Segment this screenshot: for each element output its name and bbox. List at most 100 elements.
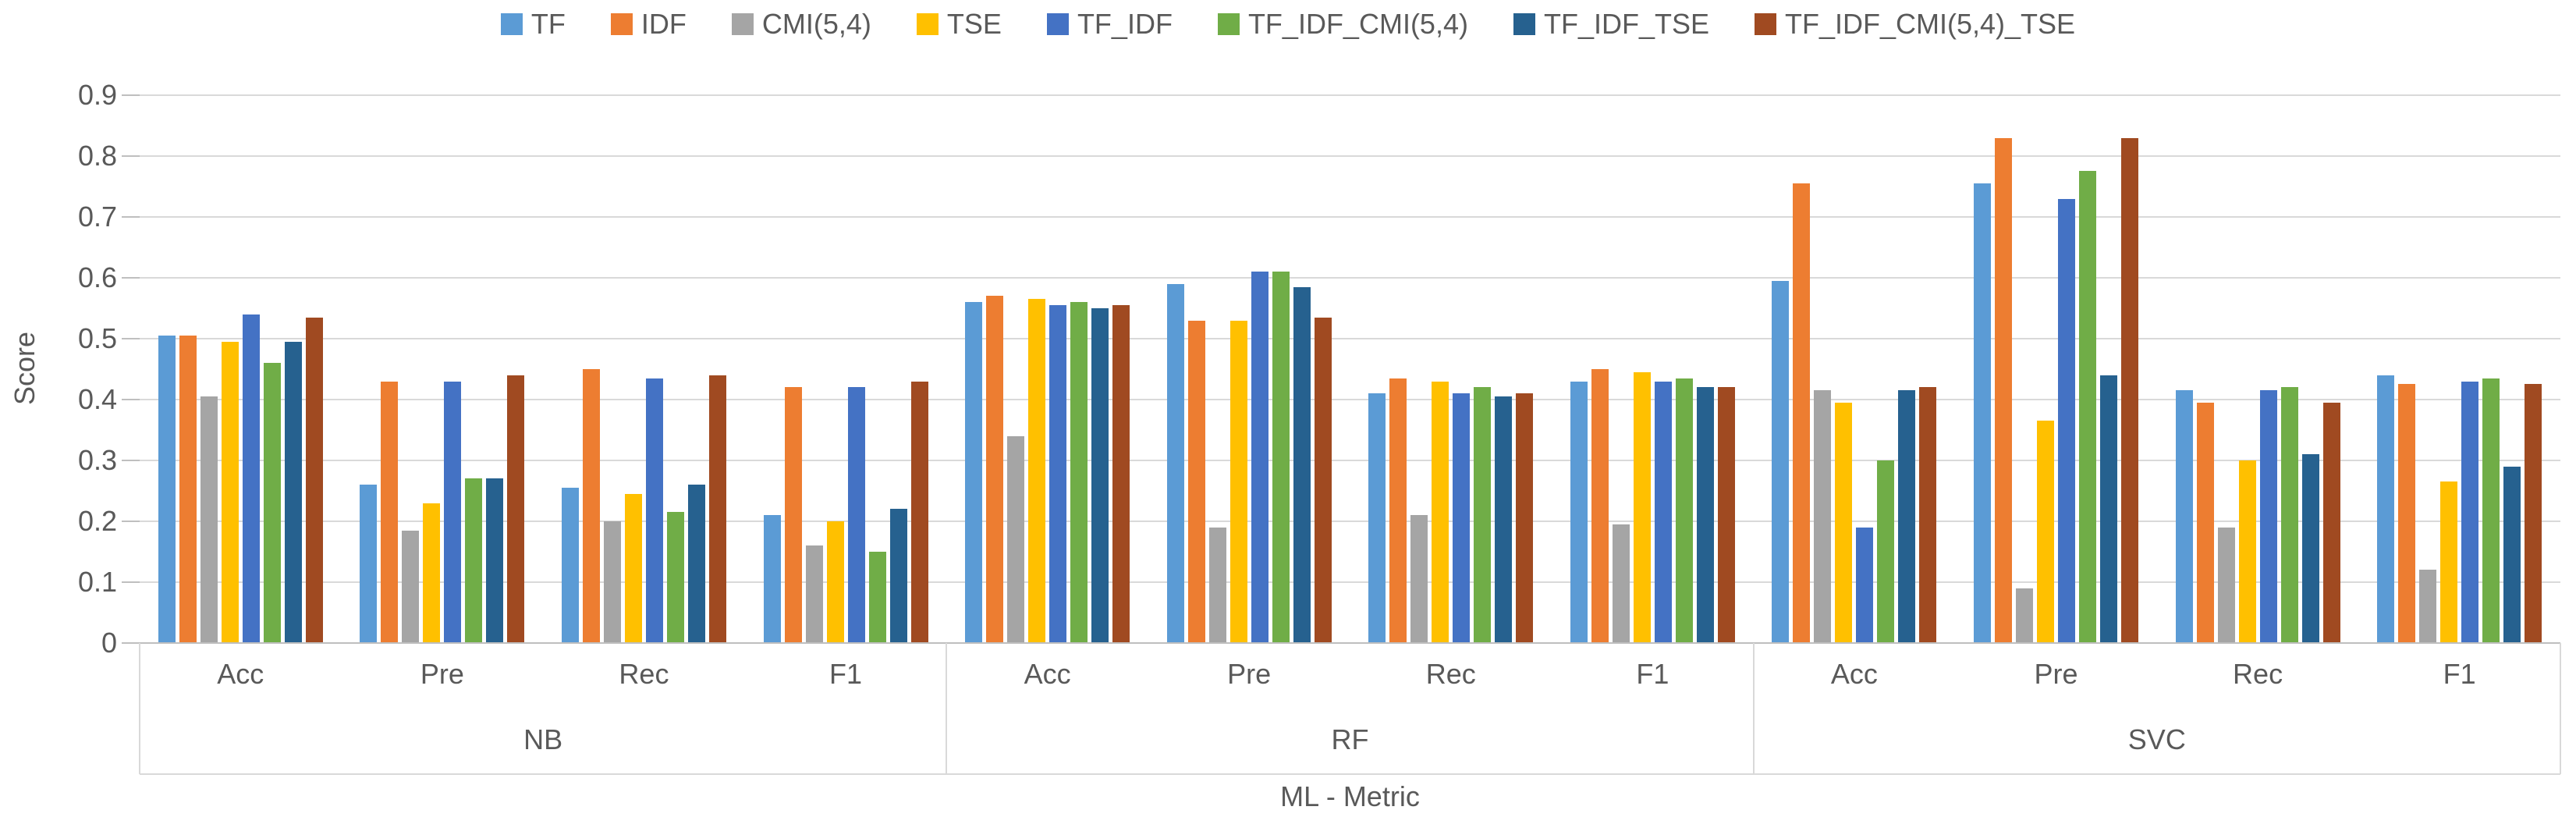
metric-label-RF-Rec: Rec — [1425, 658, 1476, 690]
bar-TF_IDF_CMI(5,4)_TSE-NB-F1 — [910, 382, 928, 643]
bar-group-RF-Acc — [946, 0, 1148, 643]
y-tick-label: 0.6 — [77, 261, 117, 293]
bar-TF_IDF_TSE-RF-Pre — [1293, 287, 1311, 643]
legend-item: TF_IDF_CMI(5,4)_TSE — [1755, 8, 2075, 41]
bar-TF_IDF_TSE-SVC-F1 — [2503, 467, 2521, 643]
bar-IDF-SVC-Pre — [1994, 138, 2012, 643]
group-label-SVC: SVC — [2127, 723, 2186, 755]
bar-CMI(5,4)-NB-Pre — [402, 531, 420, 643]
bar-TF-NB-Rec — [561, 488, 579, 643]
legend-item: TF — [500, 8, 566, 41]
y-axis-tick — [122, 460, 140, 461]
bar-TF_IDF_CMI(5,4)-NB-Pre — [465, 478, 483, 643]
bar-TF_IDF_CMI(5,4)_TSE-RF-Rec — [1516, 393, 1534, 643]
bar-TF_IDF_TSE-NB-Pre — [486, 478, 504, 643]
bar-TF_IDF-RF-F1 — [1654, 382, 1672, 643]
bar-TF_IDF_TSE-NB-Acc — [284, 342, 302, 643]
bar-TF_IDF_CMI(5,4)-SVC-Rec — [2280, 387, 2298, 643]
bar-TF_IDF-RF-Pre — [1251, 272, 1268, 643]
bar-CMI(5,4)-RF-Acc — [1007, 436, 1025, 643]
bar-TF_IDF_CMI(5,4)_TSE-SVC-Pre — [2120, 138, 2138, 643]
bar-CMI(5,4)-RF-F1 — [1612, 524, 1630, 643]
bar-TSE-RF-Pre — [1229, 321, 1247, 643]
legend-swatch-icon — [610, 13, 633, 35]
y-tick-label: 0.9 — [77, 79, 117, 111]
bar-TF_IDF-SVC-F1 — [2461, 382, 2479, 643]
bar-TF_IDF_CMI(5,4)-NB-Acc — [263, 363, 281, 643]
y-tick-label: 0.4 — [77, 383, 117, 415]
bar-IDF-SVC-F1 — [2398, 384, 2416, 643]
legend-swatch-icon — [1755, 13, 1776, 35]
bar-IDF-SVC-Acc — [1793, 183, 1811, 643]
bar-TF_IDF_CMI(5,4)_TSE-NB-Rec — [708, 375, 726, 643]
bar-TF-RF-Pre — [1166, 284, 1184, 643]
bar-IDF-SVC-Rec — [2196, 403, 2214, 643]
bar-CMI(5,4)-SVC-F1 — [2419, 570, 2437, 643]
bar-TF_IDF_TSE-RF-F1 — [1696, 387, 1714, 643]
bar-group-NB-F1 — [745, 0, 947, 643]
y-tick-label: 0 — [101, 627, 117, 659]
metric-label-NB-Acc: Acc — [217, 658, 264, 690]
metric-label-NB-Rec: Rec — [619, 658, 669, 690]
bar-TF_IDF_CMI(5,4)-RF-Rec — [1474, 387, 1492, 643]
bar-TF_IDF_CMI(5,4)_TSE-RF-Pre — [1314, 318, 1332, 643]
bar-TSE-RF-F1 — [1633, 372, 1651, 643]
y-gridline — [140, 581, 2560, 583]
bar-CMI(5,4)-NB-F1 — [805, 545, 823, 643]
bar-TSE-NB-Pre — [423, 503, 441, 643]
bar-IDF-RF-Rec — [1389, 378, 1407, 643]
legend-swatch-icon — [1046, 13, 1069, 35]
y-axis-tick — [122, 521, 140, 522]
bar-TF_IDF_TSE-SVC-Rec — [2301, 454, 2319, 643]
bar-TSE-SVC-Rec — [2238, 460, 2256, 643]
bar-TF_IDF_CMI(5,4)_TSE-SVC-Acc — [1919, 387, 1937, 643]
bar-TF_IDF_CMI(5,4)_TSE-RF-Acc — [1112, 305, 1130, 643]
bar-TF_IDF_TSE-SVC-Acc — [1898, 390, 1916, 643]
legend-swatch-icon — [916, 13, 939, 35]
bar-TF_IDF_CMI(5,4)_TSE-NB-Acc — [305, 318, 323, 643]
legend-swatch-icon — [1217, 13, 1240, 35]
bar-TSE-NB-Rec — [624, 494, 642, 643]
bar-TF_IDF-NB-Acc — [242, 314, 260, 643]
bar-TSE-RF-Acc — [1028, 299, 1046, 643]
bar-CMI(5,4)-NB-Acc — [200, 396, 218, 643]
bar-CMI(5,4)-RF-Pre — [1208, 528, 1226, 643]
bar-group-NB-Pre — [342, 0, 544, 643]
group-label-row: NB RF SVC — [140, 705, 2560, 774]
metric-label-SVC-Pre: Pre — [2034, 658, 2078, 690]
bar-TF-NB-Pre — [360, 485, 378, 643]
metric-label-RF-Pre: Pre — [1227, 658, 1272, 690]
chart-legend: TF IDF CMI(5,4) TSE TF_IDF TF_IDF_CMI(5,4) TF_… — [0, 8, 2576, 41]
y-axis-tick — [122, 277, 140, 279]
legend-item: TF_IDF — [1046, 8, 1173, 41]
bar-TF_IDF-NB-F1 — [847, 387, 865, 643]
bar-IDF-RF-Pre — [1187, 321, 1205, 643]
bar-TF_IDF_CMI(5,4)-SVC-F1 — [2482, 378, 2500, 643]
bar-TSE-NB-F1 — [826, 521, 844, 643]
metric-label-RF-F1: F1 — [1636, 658, 1669, 690]
bar-IDF-NB-Rec — [582, 369, 600, 643]
bar-IDF-NB-Pre — [381, 382, 399, 643]
y-axis-tick — [122, 94, 140, 96]
y-gridline — [140, 399, 2560, 400]
bar-TSE-SVC-F1 — [2440, 481, 2458, 643]
bar-TF_IDF-SVC-Rec — [2259, 390, 2277, 643]
legend-item-label: TF_IDF_TSE — [1543, 8, 1709, 40]
bar-TF-RF-F1 — [1570, 382, 1588, 643]
y-gridline — [140, 94, 2560, 96]
bar-TF_IDF-RF-Rec — [1453, 393, 1471, 643]
legend-item: CMI(5,4) — [731, 8, 871, 41]
group-label-RF: RF — [1331, 723, 1369, 755]
y-tick-label: 0.3 — [77, 444, 117, 476]
y-axis-tick — [122, 338, 140, 339]
bar-TF_IDF_TSE-NB-F1 — [889, 509, 907, 643]
bar-TF_IDF-SVC-Pre — [2057, 199, 2075, 643]
y-gridline — [140, 460, 2560, 461]
bar-TF_IDF_TSE-SVC-Pre — [2099, 375, 2117, 643]
bar-TF_IDF_CMI(5,4)_TSE-SVC-Rec — [2322, 403, 2340, 643]
bar-TSE-SVC-Pre — [2036, 421, 2054, 643]
legend-swatch-icon — [1513, 13, 1535, 35]
bar-group-NB-Rec — [543, 0, 745, 643]
legend-item-label: IDF — [640, 8, 687, 40]
y-axis-tick — [122, 216, 140, 218]
